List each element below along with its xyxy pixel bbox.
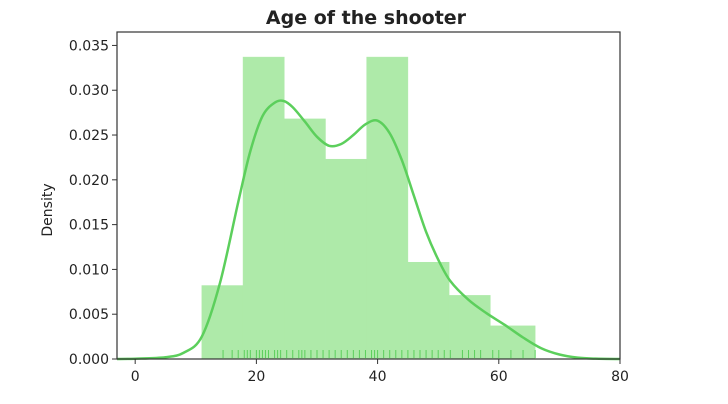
y-tick-label: 0.035	[69, 38, 109, 54]
kde-curve	[116, 99, 621, 361]
chart-title: Age of the shooter	[266, 7, 467, 29]
y-tick-label: 0.015	[69, 218, 109, 234]
y-axis-ticks: 0.000 0.005 0.010 0.015 0.020 0.025 0.030 0.035	[69, 38, 117, 368]
x-tick-label: 80	[611, 369, 629, 385]
plot-frame	[116, 31, 621, 360]
histogram-bar	[242, 56, 285, 360]
y-tick-label: 0.010	[69, 262, 109, 278]
x-axis-ticks: 0 20 40 60 80	[131, 359, 629, 385]
y-tick-label: 0.020	[69, 173, 109, 189]
y-tick-label: 0.030	[69, 83, 109, 99]
x-tick-label: 60	[490, 369, 508, 385]
x-tick-label: 0	[131, 369, 140, 385]
rug-marks	[222, 350, 536, 358]
histogram-bar	[325, 158, 367, 360]
histogram-bar	[284, 118, 326, 360]
histogram-bar	[448, 295, 491, 360]
histogram-bar	[407, 261, 450, 360]
y-tick-label: 0.025	[69, 128, 109, 144]
y-tick-label: 0.005	[69, 307, 109, 323]
x-tick-label: 40	[369, 369, 387, 385]
x-tick-label: 20	[247, 369, 265, 385]
y-tick-label: 0.000	[69, 352, 109, 368]
histogram-bar	[366, 56, 409, 360]
histogram-bars	[201, 56, 536, 360]
y-axis-label: Density	[40, 183, 56, 236]
